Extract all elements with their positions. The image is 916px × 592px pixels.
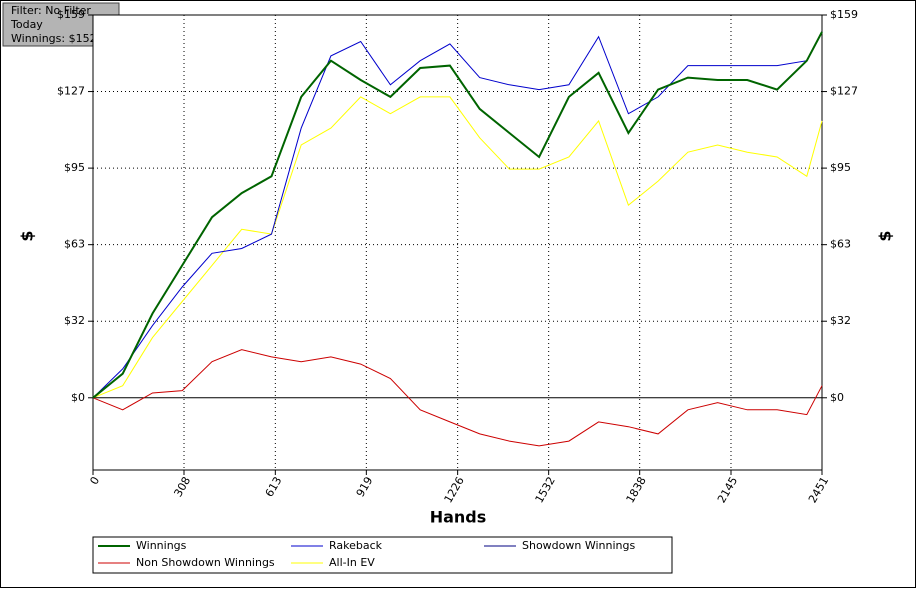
y2-tick-label: $0 (830, 391, 844, 404)
series-line (92, 349, 823, 447)
info-filter: Filter: No Filter (11, 4, 91, 17)
plot-area (92, 14, 823, 471)
legend (92, 536, 673, 574)
y2-tick-label: $95 (830, 161, 851, 174)
series-line (92, 96, 823, 399)
y-tick-label: $159 (57, 8, 85, 21)
legend-label: Rakeback (329, 539, 383, 552)
legend-label: Non Showdown Winnings (136, 556, 275, 569)
y2-tick-label: $127 (830, 85, 858, 98)
series-line (92, 31, 823, 399)
info-winnings: Winnings: $152.02 (11, 32, 114, 45)
y-axis-title: $ (18, 230, 37, 241)
info-period: Today (10, 18, 43, 31)
series-line (92, 31, 823, 399)
y2-tick-label: $159 (830, 8, 858, 21)
y-tick-label: $0 (71, 391, 85, 404)
y-tick-label: $63 (64, 238, 85, 251)
x-axis-title: Hands (430, 508, 487, 527)
y2-axis-title: $ (876, 230, 895, 241)
y-tick-label: $95 (64, 161, 85, 174)
legend-label: Winnings (136, 539, 187, 552)
legend-label: Showdown Winnings (522, 539, 636, 552)
legend-label: All-In EV (329, 556, 375, 569)
y-tick-label: $32 (64, 314, 85, 327)
y-tick-label: $127 (57, 85, 85, 98)
y2-tick-label: $63 (830, 238, 851, 251)
y2-tick-label: $32 (830, 314, 851, 327)
